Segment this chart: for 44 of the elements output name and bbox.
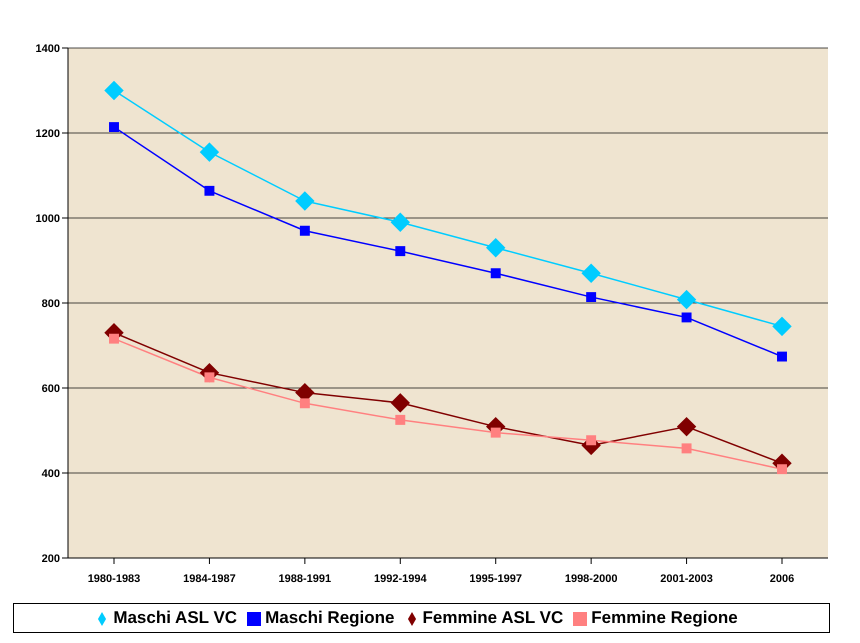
point bbox=[295, 192, 314, 210]
point bbox=[395, 246, 406, 256]
point bbox=[777, 464, 787, 474]
legend-label: Femmine ASL VC bbox=[422, 608, 564, 627]
y-tick-label: 400 bbox=[42, 468, 60, 480]
y-tick-label: 1000 bbox=[36, 212, 60, 225]
point bbox=[109, 334, 119, 344]
point bbox=[109, 122, 119, 132]
point bbox=[582, 264, 601, 283]
x-tick-label: 2001-2003 bbox=[660, 572, 713, 585]
point bbox=[490, 268, 501, 278]
point bbox=[772, 316, 792, 336]
point bbox=[490, 428, 501, 438]
y-tick-label: 800 bbox=[42, 298, 60, 310]
point bbox=[300, 398, 310, 408]
x-tick-label: 1984-1987 bbox=[183, 572, 236, 585]
x-tick-label: 1992-1994 bbox=[374, 572, 428, 585]
point bbox=[677, 417, 696, 436]
point bbox=[200, 142, 219, 162]
point bbox=[586, 292, 596, 302]
point bbox=[300, 226, 310, 236]
point bbox=[104, 81, 124, 100]
point bbox=[486, 238, 506, 258]
x-tick-label: 1988-1991 bbox=[278, 572, 332, 585]
point bbox=[682, 312, 692, 322]
y-tick-label: 1200 bbox=[36, 128, 60, 140]
point bbox=[390, 393, 410, 412]
x-tick-label: 1995-1997 bbox=[469, 572, 522, 585]
x-tick-label: 2006 bbox=[770, 572, 794, 585]
point bbox=[682, 443, 692, 454]
point bbox=[204, 186, 214, 196]
point bbox=[395, 414, 406, 425]
y-tick-label: 1400 bbox=[36, 42, 60, 55]
legend-label: Maschi Regione bbox=[265, 608, 394, 627]
point bbox=[677, 290, 696, 310]
point bbox=[586, 435, 596, 446]
y-tick-label: 600 bbox=[42, 382, 60, 395]
x-tick-label: 1980-1983 bbox=[88, 572, 140, 585]
legend-label: Maschi ASL VC bbox=[113, 608, 238, 627]
y-tick-label: 200 bbox=[42, 552, 60, 565]
point bbox=[777, 352, 787, 362]
legend-label: Femmine Regione bbox=[591, 608, 738, 627]
x-tick-label: 1998-2000 bbox=[564, 572, 618, 585]
point bbox=[390, 212, 410, 232]
